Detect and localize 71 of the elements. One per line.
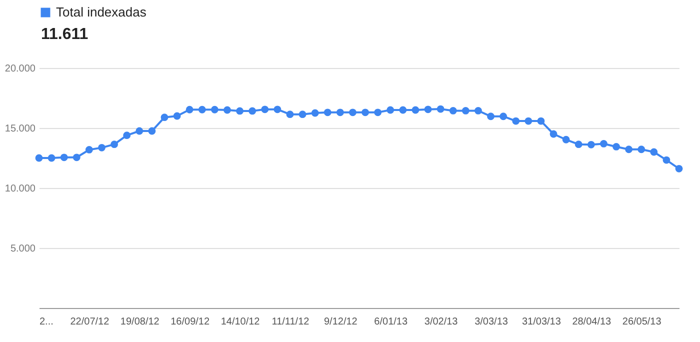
text: 11.611: [41, 26, 88, 43]
point: [236, 107, 244, 115]
point: [160, 114, 168, 122]
x-tick-label: 22/07/12: [70, 316, 110, 328]
legend-label: Total indexadas: [56, 4, 147, 20]
point: [625, 146, 633, 154]
x-tick-label: 16/09/12: [170, 316, 210, 328]
point: [587, 140, 595, 148]
point: [399, 106, 407, 114]
point: [136, 127, 144, 135]
point: [336, 108, 344, 116]
point: [349, 108, 356, 116]
point: [574, 140, 582, 148]
point: [512, 117, 520, 125]
point: [98, 144, 106, 152]
point: [386, 106, 394, 114]
point: [198, 106, 206, 114]
point: [173, 112, 181, 120]
x-tick-label: 11/11/12: [272, 316, 310, 328]
point: [524, 117, 532, 125]
x-tick-label: 6/01/13: [374, 316, 408, 328]
point: [462, 107, 470, 114]
x-tick-label: 3/03/13: [474, 316, 508, 328]
point: [261, 106, 269, 114]
point: [110, 140, 118, 148]
point: [412, 106, 420, 114]
point: [550, 130, 558, 138]
point: [562, 136, 570, 144]
x-tick-label: 2...: [40, 316, 54, 328]
point: [424, 106, 432, 114]
point: [148, 127, 156, 135]
point: [186, 106, 194, 114]
x-tick-label: 9/12/12: [324, 316, 358, 328]
point: [286, 110, 294, 118]
point: [436, 105, 444, 113]
point: [362, 108, 369, 116]
point: [638, 146, 646, 154]
point: [311, 109, 319, 117]
point: [298, 110, 306, 118]
point: [487, 112, 494, 120]
point: [612, 143, 620, 150]
point: [123, 132, 131, 140]
x-tick-label: 26/05/13: [622, 316, 662, 328]
point: [35, 154, 43, 162]
point: [662, 156, 670, 164]
point: [60, 154, 68, 162]
point: [474, 107, 482, 114]
point: [650, 148, 658, 156]
point: [274, 106, 282, 114]
x-tick-label: 19/08/12: [120, 316, 160, 328]
point: [600, 140, 608, 148]
x-tick-label: 31/03/13: [522, 316, 562, 328]
y-tick-label: 15.000: [4, 124, 36, 134]
y-tick-label: 5.000: [10, 244, 36, 254]
point: [449, 107, 457, 114]
point: [500, 112, 508, 120]
point: [72, 154, 80, 162]
point: [374, 108, 382, 116]
point: [210, 106, 218, 114]
x-tick-label: 14/10/12: [220, 316, 260, 328]
y-tick-label: 10.000: [4, 184, 36, 194]
point: [248, 107, 256, 115]
point: [224, 106, 231, 114]
x-tick-label: 28/04/13: [572, 316, 612, 328]
point: [537, 117, 545, 125]
point: [85, 146, 93, 154]
x-tick-label: 3/02/13: [424, 316, 458, 328]
point: [675, 164, 683, 172]
point: [48, 154, 56, 162]
point: [324, 108, 332, 116]
y-tick-label: 20.000: [4, 64, 36, 74]
